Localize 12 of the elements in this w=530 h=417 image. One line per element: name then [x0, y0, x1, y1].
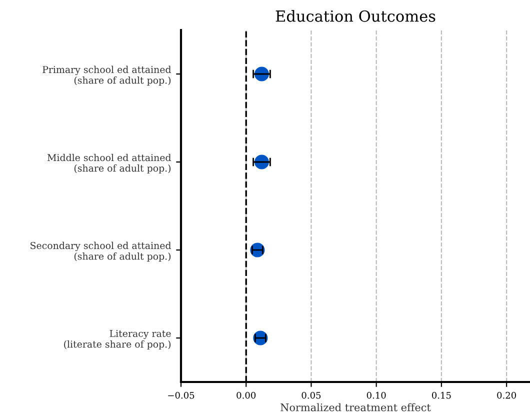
y-tick-label: Secondary school ed attained (share of adult pop.): [30, 242, 171, 262]
x-axis-title: Normalized treatment effect: [280, 403, 431, 412]
y-tick-label: Primary school ed attained (share of adult pop.): [42, 66, 171, 86]
y-tick-label: Literacy rate (literate share of pop.): [64, 330, 171, 350]
x-tick-label: 0.15: [432, 392, 451, 399]
x-tick-label: 0.05: [302, 392, 321, 399]
x-tick-label: 0.10: [366, 392, 386, 399]
chart-title: Education Outcomes: [276, 10, 436, 22]
y-tick-label: Middle school ed attained (share of adult pop.): [48, 154, 171, 174]
x-tick-label: −0.05: [168, 392, 194, 399]
x-tick-label: 0.20: [497, 392, 516, 399]
x-tick-label: 0.00: [236, 392, 256, 399]
